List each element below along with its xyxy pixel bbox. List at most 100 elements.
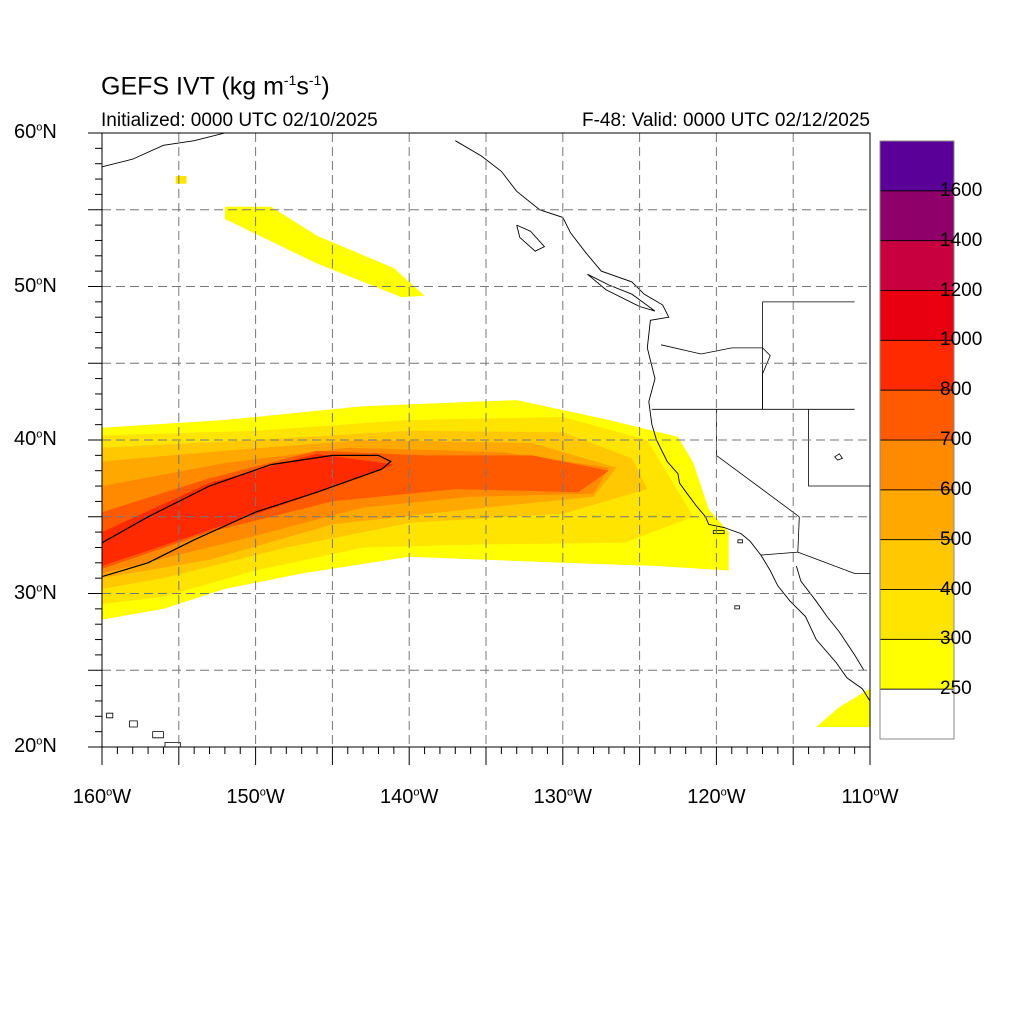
colorbar-label: 1000 bbox=[940, 329, 983, 351]
island-0 bbox=[106, 712, 114, 719]
lat-hemisphere: N bbox=[42, 735, 57, 757]
chart-title: GEFS IVT (kg m-1s-1) bbox=[101, 72, 330, 101]
coastline-4 bbox=[516, 224, 546, 252]
lon-value: 150 bbox=[226, 786, 260, 808]
colorbar-label: 250 bbox=[940, 678, 972, 700]
lon-label: 140oW bbox=[380, 786, 438, 809]
colorbar bbox=[879, 140, 955, 740]
lon-hemisphere: W bbox=[573, 786, 592, 808]
coastline-3 bbox=[587, 273, 656, 312]
colorbar-box bbox=[879, 240, 955, 291]
degree-symbol: o bbox=[413, 786, 420, 799]
initialized-label: Initialized: 0000 UTC 02/10/2025 bbox=[101, 110, 378, 131]
state-border-0 bbox=[661, 344, 763, 355]
coastline-1 bbox=[455, 140, 870, 702]
island-4 bbox=[737, 539, 743, 544]
lat-label: 30oN bbox=[14, 582, 66, 605]
lon-label: 150oW bbox=[226, 786, 284, 809]
lat-label: 40oN bbox=[14, 428, 66, 451]
state-border-7 bbox=[808, 409, 870, 487]
title-unit-s: s bbox=[296, 72, 309, 101]
lat-hemisphere: N bbox=[42, 581, 57, 604]
lon-label: 160oW bbox=[73, 786, 131, 809]
colorbar-label: 400 bbox=[940, 578, 972, 600]
lon-value: 160 bbox=[72, 786, 107, 808]
colorbar-box bbox=[879, 339, 955, 391]
lon-label: 110oW bbox=[842, 786, 899, 809]
title-exponent-1: -1 bbox=[283, 72, 297, 88]
lat-value: 30 bbox=[14, 581, 37, 604]
lat-value: 40 bbox=[14, 428, 37, 450]
state-border-8 bbox=[797, 551, 870, 574]
lat-label: 20oN bbox=[14, 735, 66, 758]
degree-symbol: o bbox=[36, 428, 43, 441]
state-border-2 bbox=[716, 409, 800, 518]
lon-hemisphere: W bbox=[726, 786, 746, 808]
degree-symbol: o bbox=[106, 786, 113, 799]
island-1 bbox=[129, 720, 138, 728]
colorbar-box bbox=[879, 539, 955, 590]
ivt-region-north-band-250 bbox=[224, 206, 425, 298]
colorbar-label: 1400 bbox=[940, 229, 983, 251]
colorbar-label: 1200 bbox=[940, 279, 983, 301]
contour-1000-layer bbox=[102, 454, 392, 578]
gridlines bbox=[102, 133, 870, 747]
colorbar-label: 800 bbox=[940, 379, 972, 401]
ivt-fill-layer bbox=[102, 176, 870, 727]
lon-value: 130 bbox=[533, 786, 567, 808]
valid-label: F-48: Valid: 0000 UTC 02/12/2025 bbox=[582, 110, 870, 131]
title-text: GEFS IVT (kg m bbox=[101, 72, 284, 101]
lat-label: 50oN bbox=[14, 275, 66, 298]
colorbar-frame bbox=[879, 140, 955, 740]
degree-symbol: o bbox=[36, 274, 43, 287]
lon-label: 120oW bbox=[687, 786, 745, 809]
lat-hemisphere: N bbox=[42, 428, 57, 450]
colorbar-box bbox=[879, 688, 955, 740]
island-6 bbox=[734, 605, 740, 610]
island-5 bbox=[712, 530, 725, 534]
colorbar-box bbox=[879, 290, 955, 341]
lat-value: 20 bbox=[14, 735, 37, 757]
lon-hemisphere: W bbox=[419, 786, 439, 808]
lat-hemisphere: N bbox=[42, 274, 57, 297]
degree-symbol: o bbox=[720, 786, 727, 799]
ivt-region-alaska-speck-300 bbox=[175, 176, 187, 184]
colorbar-box bbox=[879, 589, 955, 640]
title-exponent-2: -1 bbox=[308, 72, 322, 88]
ivt-region-south-patch-250 bbox=[816, 688, 870, 727]
lat-value: 50 bbox=[14, 274, 37, 297]
island-2 bbox=[152, 731, 164, 739]
colorbar-label: 600 bbox=[940, 478, 972, 500]
lon-hemisphere: W bbox=[112, 786, 132, 808]
island-7 bbox=[834, 453, 844, 461]
ivt-contour-1000 bbox=[102, 454, 392, 578]
coastline-2 bbox=[795, 565, 865, 671]
degree-symbol: o bbox=[566, 786, 574, 799]
degree-symbol: o bbox=[36, 121, 43, 134]
degree-symbol: o bbox=[873, 786, 880, 799]
degree-symbol: o bbox=[36, 735, 43, 748]
degree-symbol: o bbox=[36, 581, 43, 594]
lon-value: 140 bbox=[379, 786, 414, 808]
state-border-5 bbox=[760, 516, 800, 556]
island-3 bbox=[164, 742, 181, 747]
state-border-4 bbox=[762, 347, 771, 410]
lat-hemisphere: N bbox=[42, 121, 57, 143]
colorbar-label: 1600 bbox=[940, 179, 983, 201]
colorbar-label: 700 bbox=[940, 429, 972, 450]
colorbar-label: 300 bbox=[940, 628, 972, 650]
axis-ticks bbox=[88, 132, 871, 765]
coastline-0 bbox=[102, 133, 226, 168]
lon-value: 110 bbox=[841, 786, 874, 808]
lon-hemisphere: W bbox=[265, 786, 285, 808]
lon-hemisphere: W bbox=[879, 786, 899, 808]
lon-value: 120 bbox=[687, 786, 721, 808]
lat-value: 60 bbox=[14, 121, 37, 143]
ivt-region-main-river-800 bbox=[102, 453, 394, 566]
title-close: ) bbox=[321, 72, 330, 101]
colorbar-label: 500 bbox=[940, 528, 972, 550]
degree-symbol: o bbox=[259, 786, 266, 799]
lon-label: 130oW bbox=[534, 786, 592, 809]
colorbar-box bbox=[879, 140, 955, 192]
